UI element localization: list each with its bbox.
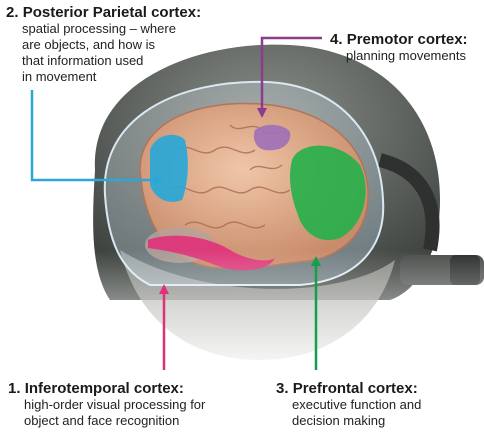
prefrontal-number: 3. [276,380,289,397]
premotor-line-1: planning movements [346,48,466,63]
prefrontal-title: Prefrontal cortex: [292,380,418,397]
helmet-strap [378,153,440,252]
inferotemporal-label: 1. Inferotemporal cortex: high-order vis… [8,380,268,429]
premotor-label: 4. Premotor cortex: planning movements [330,31,480,64]
inferotemporal-line-2: object and face recognition [24,413,180,428]
premotor-region [253,124,291,151]
posterior-parietal-title: Posterior Parietal cortex: [22,4,202,21]
prefrontal-label: 3. Prefrontal cortex: executive function… [276,380,476,429]
posterior-parietal-number: 2. [6,4,19,21]
posterior-parietal-connector [30,90,158,182]
prefrontal-line-1: executive function and [292,397,422,412]
posterior-parietal-label: 2. Posterior Parietal cortex: spatial pr… [6,4,266,85]
inferotemporal-line-1: high-order visual processing for [24,397,206,412]
premotor-number: 4. [330,31,343,48]
posterior-parietal-line-1: spatial processing – where [22,21,176,36]
posterior-parietal-line-4: in movement [22,69,97,84]
prefrontal-region [290,145,366,241]
posterior-parietal-line-3: that information used [22,53,144,68]
premotor-title: Premotor cortex: [346,31,468,48]
prefrontal-line-2: decision making [292,413,386,428]
inferotemporal-title: Inferotemporal cortex: [24,380,184,397]
inferotemporal-number: 1. [8,380,21,397]
premotor-connector [260,36,322,112]
posterior-parietal-line-2: are objects, and how is [22,37,155,52]
posterior-parietal-region [150,134,188,202]
